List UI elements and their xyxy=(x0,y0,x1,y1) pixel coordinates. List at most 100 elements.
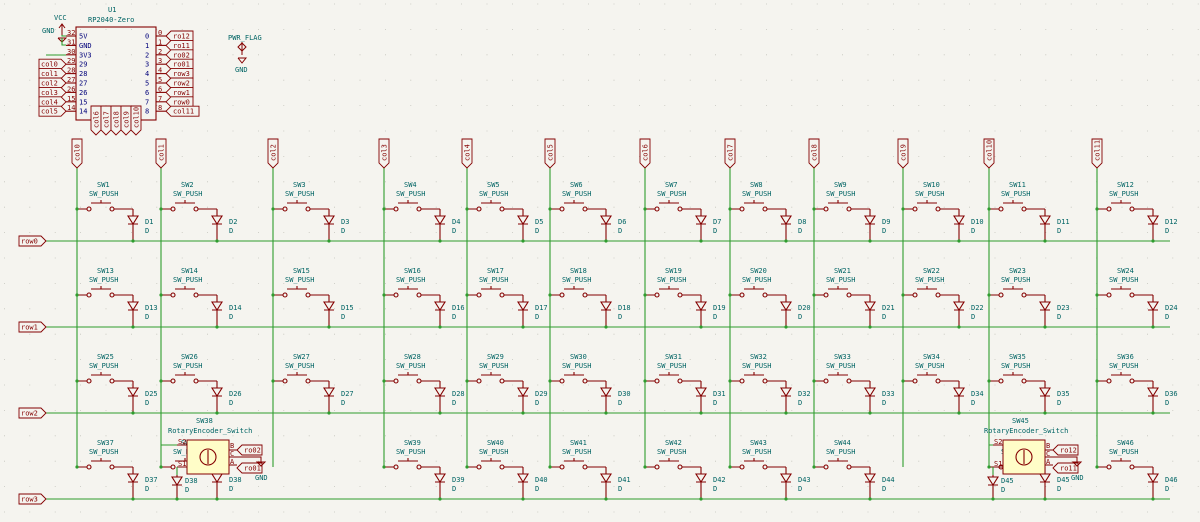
column-label-col1[interactable]: col1 xyxy=(158,144,166,161)
switch-value: SW_PUSH xyxy=(1109,362,1139,370)
column-label-col0[interactable]: col0 xyxy=(74,144,82,161)
column-label-col8[interactable]: col8 xyxy=(811,144,819,161)
row-label-row3[interactable]: row3 xyxy=(21,496,38,504)
column-label-col3[interactable]: col3 xyxy=(381,144,389,161)
mcu-right-pin-num: 1 xyxy=(158,38,162,46)
column-label-col2[interactable]: col2 xyxy=(270,144,278,161)
switch-contact xyxy=(823,292,829,298)
mcu-label-ro02[interactable]: ro02 xyxy=(173,51,190,59)
mcu-label-ro11[interactable]: ro11 xyxy=(173,42,190,50)
encoder-label-a[interactable]: ro01 xyxy=(244,465,261,473)
mcu-label-row1[interactable]: row1 xyxy=(173,89,190,97)
switch-ref: SW43 xyxy=(750,439,767,447)
mcu-label-row2[interactable]: row2 xyxy=(173,80,190,88)
mcu-label-col5[interactable]: col5 xyxy=(41,108,58,116)
junction-dot xyxy=(901,293,905,297)
column-label-col5[interactable]: col5 xyxy=(547,144,555,161)
diode-ref: D31 xyxy=(713,390,726,398)
column-label-col9-flag xyxy=(897,138,909,169)
mcu-label-col6[interactable]: col6 xyxy=(93,111,101,128)
column-label-col11[interactable]: col11 xyxy=(1094,140,1102,161)
mcu-label-col2[interactable]: col2 xyxy=(41,80,58,88)
row-label-row2[interactable]: row2 xyxy=(21,410,38,418)
column-label-col10[interactable]: col10 xyxy=(986,140,994,161)
switch-value: SW_PUSH xyxy=(89,190,119,198)
mcu-label-col1[interactable]: col1 xyxy=(41,70,58,78)
mcu-label-col9[interactable]: col9 xyxy=(123,111,131,128)
mcu-label-ro12[interactable]: ro12 xyxy=(173,33,190,41)
mcu-label-col0[interactable]: col0 xyxy=(41,61,58,69)
row-label-row0[interactable]: row0 xyxy=(21,238,38,246)
mcu-label-ro01[interactable]: ro01 xyxy=(173,61,190,69)
diode-value: D xyxy=(341,399,345,407)
junction-dot xyxy=(382,207,386,211)
row-label-row1[interactable]: row1 xyxy=(21,324,38,332)
mcu-label-col8[interactable]: col8 xyxy=(113,111,121,128)
mcu-label-col11[interactable]: col11 xyxy=(173,108,194,116)
mcu-label-col10[interactable]: col10 xyxy=(133,107,141,128)
switch-contact xyxy=(559,292,565,298)
column-label-col7[interactable]: col7 xyxy=(727,144,735,161)
mcu-label-col3[interactable]: col3 xyxy=(41,89,58,97)
switch-body xyxy=(903,200,959,210)
column-label-col6[interactable]: col6 xyxy=(642,144,650,161)
column-label-col9[interactable]: col9 xyxy=(900,144,908,161)
encoder-label-a[interactable]: ro11 xyxy=(1060,465,1077,473)
encoder-label-b[interactable]: ro02 xyxy=(244,447,261,455)
switch-contact xyxy=(416,292,422,298)
switch-value: SW_PUSH xyxy=(562,190,592,198)
mcu-label-row0[interactable]: row0 xyxy=(173,98,190,106)
encoder-label-b[interactable]: ro12 xyxy=(1060,447,1077,455)
mcu-label-col4[interactable]: col4 xyxy=(41,98,58,106)
column-label-col4[interactable]: col4 xyxy=(464,144,472,161)
mcu-label-row3[interactable]: row3 xyxy=(173,70,190,78)
mcu-label-col7[interactable]: col7 xyxy=(103,111,111,128)
